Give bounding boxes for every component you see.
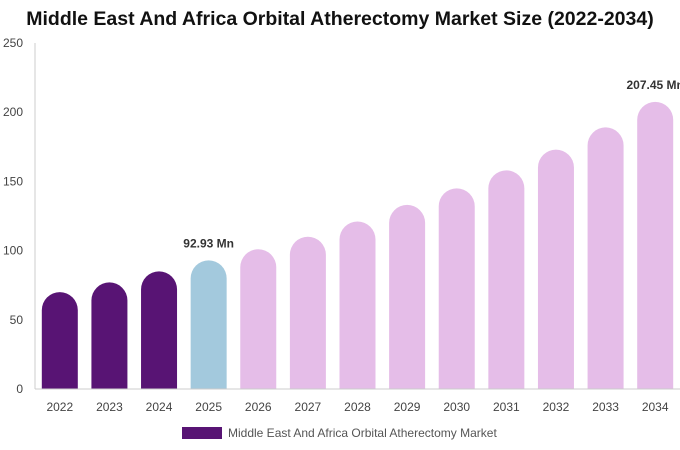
bar-2033[interactable]	[587, 127, 624, 389]
data-labels: 92.93 Mn 207.45 Mn	[183, 78, 680, 250]
x-axis: 2022 2023 2024 2025 2026 2027 2028 2029 2030 2031…	[35, 388, 680, 414]
y-tick-label: 100	[3, 244, 23, 258]
y-tick-label: 200	[3, 105, 23, 119]
x-tick-label: 2031	[493, 400, 520, 414]
data-label-2034: 207.45 Mn	[627, 78, 680, 92]
bar-2027[interactable]	[289, 236, 326, 389]
x-tick-label: 2033	[592, 400, 619, 414]
x-tick-label: 2024	[146, 400, 173, 414]
bar-2023[interactable]	[91, 282, 128, 389]
chart-title: Middle East And Africa Orbital Atherecto…	[26, 8, 654, 30]
x-tick-label: 2030	[443, 400, 470, 414]
x-tick-label: 2026	[245, 400, 272, 414]
x-tick-label: 2025	[195, 400, 222, 414]
x-tick-label: 2022	[46, 400, 73, 414]
bar-2032[interactable]	[537, 149, 574, 389]
bar-2030[interactable]	[438, 188, 475, 389]
x-tick-label: 2029	[394, 400, 421, 414]
bar-2024[interactable]	[141, 271, 178, 389]
data-label-2025: 92.93 Mn	[183, 236, 234, 250]
bar-2022[interactable]	[41, 292, 78, 389]
bar-2025[interactable]	[190, 260, 227, 389]
bar-2028[interactable]	[339, 221, 376, 389]
y-tick-label: 250	[3, 36, 23, 50]
x-tick-label: 2023	[96, 400, 123, 414]
bar-2034[interactable]	[637, 101, 674, 390]
y-tick-label: 0	[16, 382, 23, 396]
legend[interactable]: Middle East And Africa Orbital Atherecto…	[182, 425, 497, 441]
x-tick-label: 2027	[295, 400, 322, 414]
x-tick-label: 2034	[642, 400, 669, 414]
bar-2029[interactable]	[389, 204, 426, 389]
bar-2031[interactable]	[488, 170, 525, 389]
y-tick-label: 50	[10, 313, 24, 327]
legend-label: Middle East And Africa Orbital Atherecto…	[228, 426, 497, 440]
legend-swatch	[182, 427, 222, 439]
bars	[41, 101, 674, 390]
x-tick-label: 2028	[344, 400, 371, 414]
y-axis: 0 50 100 150 200 250	[3, 36, 36, 396]
bar-2026[interactable]	[240, 249, 277, 389]
y-tick-label: 150	[3, 174, 23, 188]
x-tick-label: 2032	[543, 400, 570, 414]
